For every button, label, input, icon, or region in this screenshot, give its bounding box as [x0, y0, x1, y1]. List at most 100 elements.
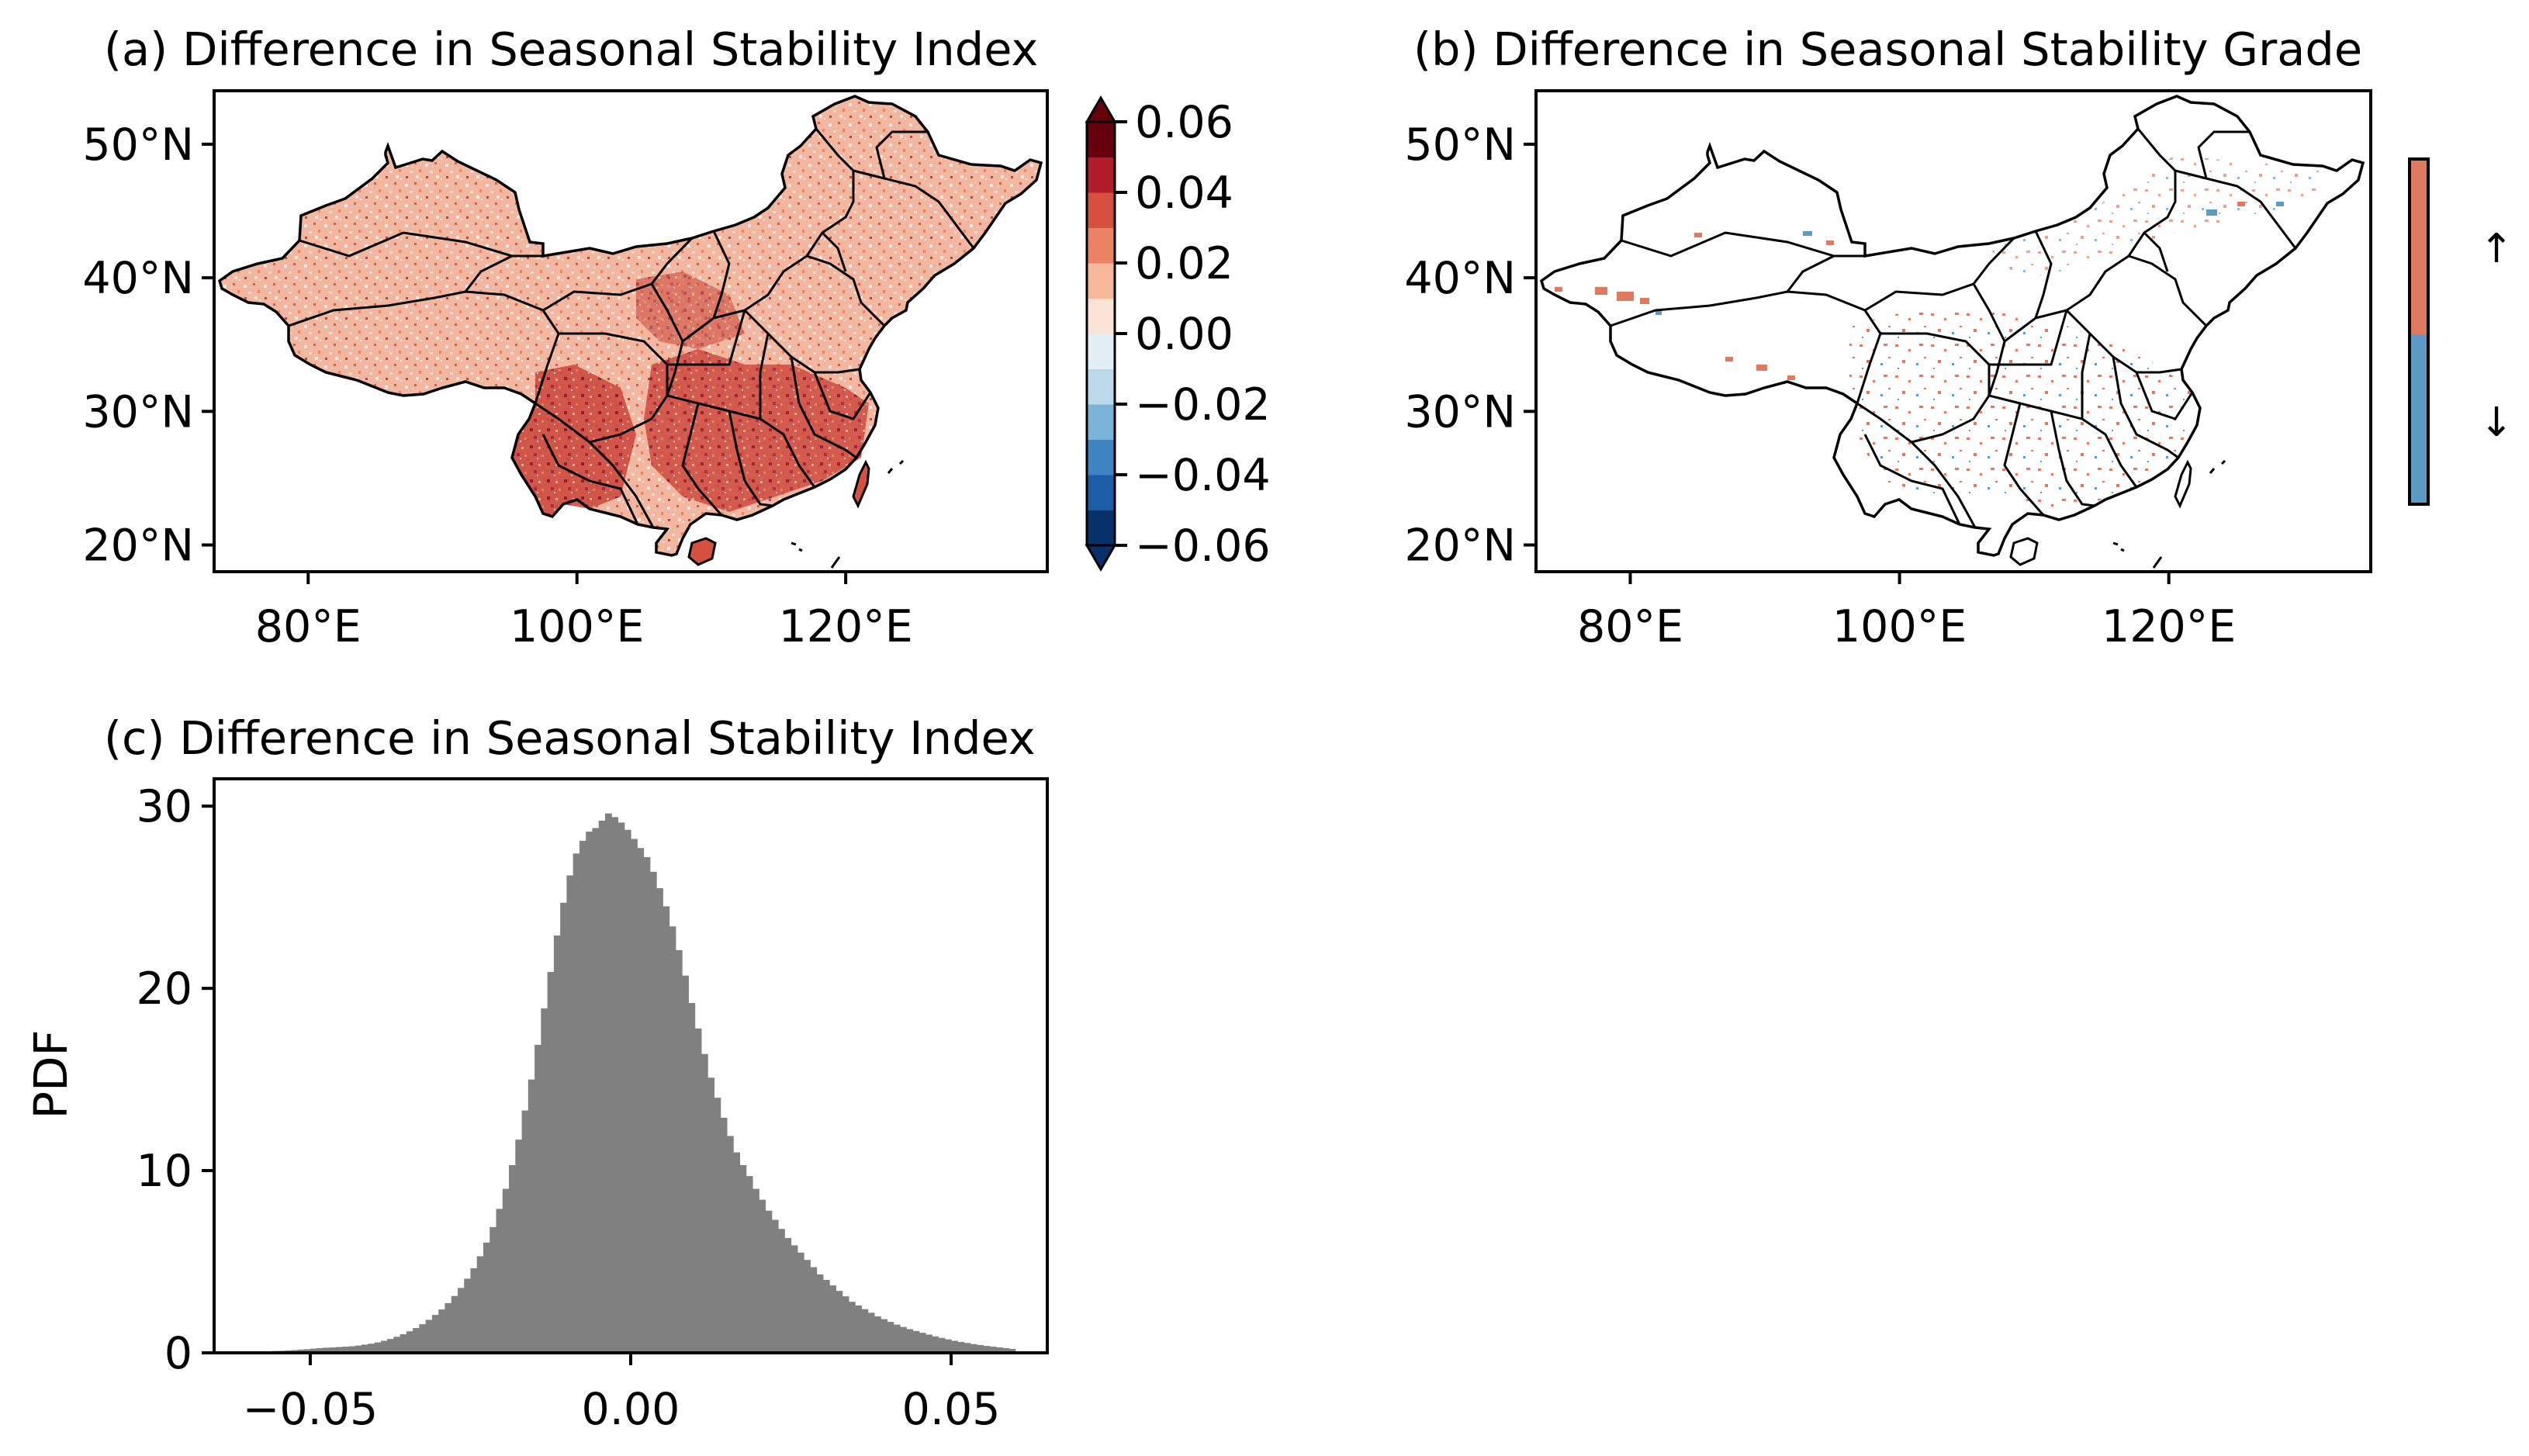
- histogram-bar: [425, 1319, 433, 1353]
- histogram-bar: [566, 875, 574, 1353]
- panel-a: (a) Difference in Seasonal Stability Ind…: [82, 22, 1270, 652]
- colorbar-a-segment-3: [1087, 404, 1115, 440]
- map-a-lon-label-80: 80°E: [255, 601, 362, 652]
- grade-legend: ↑ ↓: [2408, 157, 2513, 506]
- histogram-bar: [496, 1209, 503, 1353]
- histogram-bar: [765, 1210, 773, 1353]
- histogram-bar: [547, 972, 555, 1353]
- histogram-xtick-label-0: −0.05: [243, 1384, 379, 1435]
- histogram-bar: [470, 1268, 478, 1353]
- histogram-bar: [509, 1165, 516, 1353]
- histogram-bar: [919, 1333, 926, 1353]
- histogram-bar: [989, 1347, 997, 1353]
- histogram-bar: [791, 1245, 798, 1353]
- panel-b: (b) Difference in Seasonal Stability Gra…: [1404, 22, 2513, 652]
- histogram-bar: [586, 832, 593, 1353]
- map-b-lon-label-80: 80°E: [1577, 601, 1683, 652]
- histogram-bar: [348, 1346, 356, 1353]
- map-b-frame: [1534, 89, 2372, 573]
- histogram-xtick-label-2: 0.05: [902, 1384, 1001, 1435]
- histogram-bar: [438, 1309, 446, 1353]
- histogram-bar: [887, 1322, 894, 1353]
- map-a-lat-label-30: 30°N: [82, 386, 194, 437]
- histogram-bar: [778, 1229, 785, 1353]
- histogram-bar: [964, 1343, 971, 1353]
- colorbar-a-segment-4: [1087, 368, 1115, 405]
- histogram-bar: [951, 1340, 958, 1353]
- histogram-bar: [631, 839, 638, 1353]
- colorbar-a-segment-0: [1087, 510, 1115, 546]
- histogram-bar: [784, 1238, 792, 1353]
- histogram-bar: [649, 871, 657, 1353]
- histogram-bar: [611, 817, 619, 1353]
- histogram-ytick-label-1: 10: [136, 1146, 192, 1197]
- histogram-bar: [323, 1347, 330, 1353]
- grade-legend-up-swatch: [2410, 159, 2428, 334]
- histogram-bar: [746, 1176, 753, 1353]
- histogram-bar: [310, 1348, 317, 1353]
- histogram-bar: [720, 1117, 728, 1353]
- histogram-bar: [406, 1331, 413, 1353]
- histogram-bar: [867, 1312, 875, 1353]
- map-a-hotspot-southeast: [644, 349, 869, 512]
- histogram-bar: [861, 1309, 869, 1353]
- histogram-bar: [515, 1140, 523, 1353]
- panel-c: (c) Difference in Seasonal Stability Ind…: [24, 711, 1049, 1435]
- colorbar-a-label-1: 0.04: [1135, 168, 1233, 219]
- colorbar-a-label-5: −0.04: [1135, 450, 1271, 501]
- histogram-bar: [317, 1347, 324, 1353]
- map-a-lon-label-100: 100°E: [510, 601, 644, 652]
- map-a-lat-label-40: 40°N: [82, 253, 194, 304]
- colorbar-a-segment-5: [1087, 334, 1115, 369]
- histogram-bar: [701, 1053, 708, 1353]
- histogram-bar: [816, 1274, 824, 1353]
- histogram-bar: [303, 1349, 311, 1353]
- histogram-ytick-label-2: 20: [136, 963, 192, 1015]
- map-b-speckle-central: [1849, 310, 2191, 512]
- histogram-bar: [906, 1329, 914, 1353]
- colorbar-a-segment-11: [1087, 122, 1115, 157]
- histogram-bar: [880, 1319, 888, 1353]
- colorbar-a-segment-10: [1087, 157, 1115, 193]
- histogram-bar: [663, 906, 670, 1353]
- colorbar-a-label-4: −0.02: [1135, 379, 1271, 431]
- map-b-patch-west: [1595, 287, 1607, 295]
- colorbar-a-bottom-extend: [1085, 544, 1117, 572]
- histogram-bar: [541, 1008, 548, 1353]
- histogram-bar: [675, 949, 683, 1353]
- map-a-ticks: 20°N 30°N 40°N 50°N 80°E 100°E 120°E: [82, 119, 912, 652]
- histogram-bar: [297, 1349, 305, 1353]
- histogram-bar: [464, 1278, 472, 1353]
- histogram-bar: [912, 1330, 920, 1353]
- histogram-bar: [604, 813, 612, 1353]
- histogram-ticks: −0.05 0.00 0.05 0 10 20 30: [136, 781, 1000, 1435]
- histogram-bar: [797, 1252, 804, 1353]
- histogram-bar: [739, 1165, 747, 1353]
- map-b-lat-label-40: 40°N: [1404, 253, 1516, 304]
- histogram-bar: [592, 828, 600, 1353]
- histogram-bar: [669, 926, 676, 1353]
- histogram-bar: [810, 1267, 818, 1353]
- colorbar-a-segment-1: [1087, 475, 1115, 510]
- histogram-bar: [502, 1188, 510, 1353]
- histogram-bar: [431, 1315, 439, 1353]
- colorbar-a-segment-7: [1087, 263, 1115, 299]
- histogram-bar: [842, 1296, 849, 1353]
- map-b-data: [1540, 95, 2365, 569]
- grade-legend-down-arrow: ↓: [2479, 399, 2513, 446]
- colorbar-a-label-3: 0.00: [1135, 309, 1233, 360]
- histogram-bar: [380, 1340, 388, 1353]
- colorbar-a-label-6: −0.06: [1135, 520, 1271, 572]
- colorbar-a-segment-2: [1087, 439, 1115, 476]
- histogram-bar: [995, 1347, 1003, 1353]
- histogram-bar: [387, 1339, 394, 1353]
- map-a-hotspot-central: [636, 271, 745, 349]
- map-b-lat-label-50: 50°N: [1404, 119, 1516, 171]
- histogram-bar: [682, 975, 689, 1353]
- histogram-bar: [688, 1002, 696, 1353]
- histogram-bar: [521, 1110, 529, 1353]
- histogram-ytick-label-0: 0: [164, 1328, 192, 1379]
- histogram-bar: [1008, 1348, 1016, 1353]
- histogram-bar: [643, 857, 651, 1353]
